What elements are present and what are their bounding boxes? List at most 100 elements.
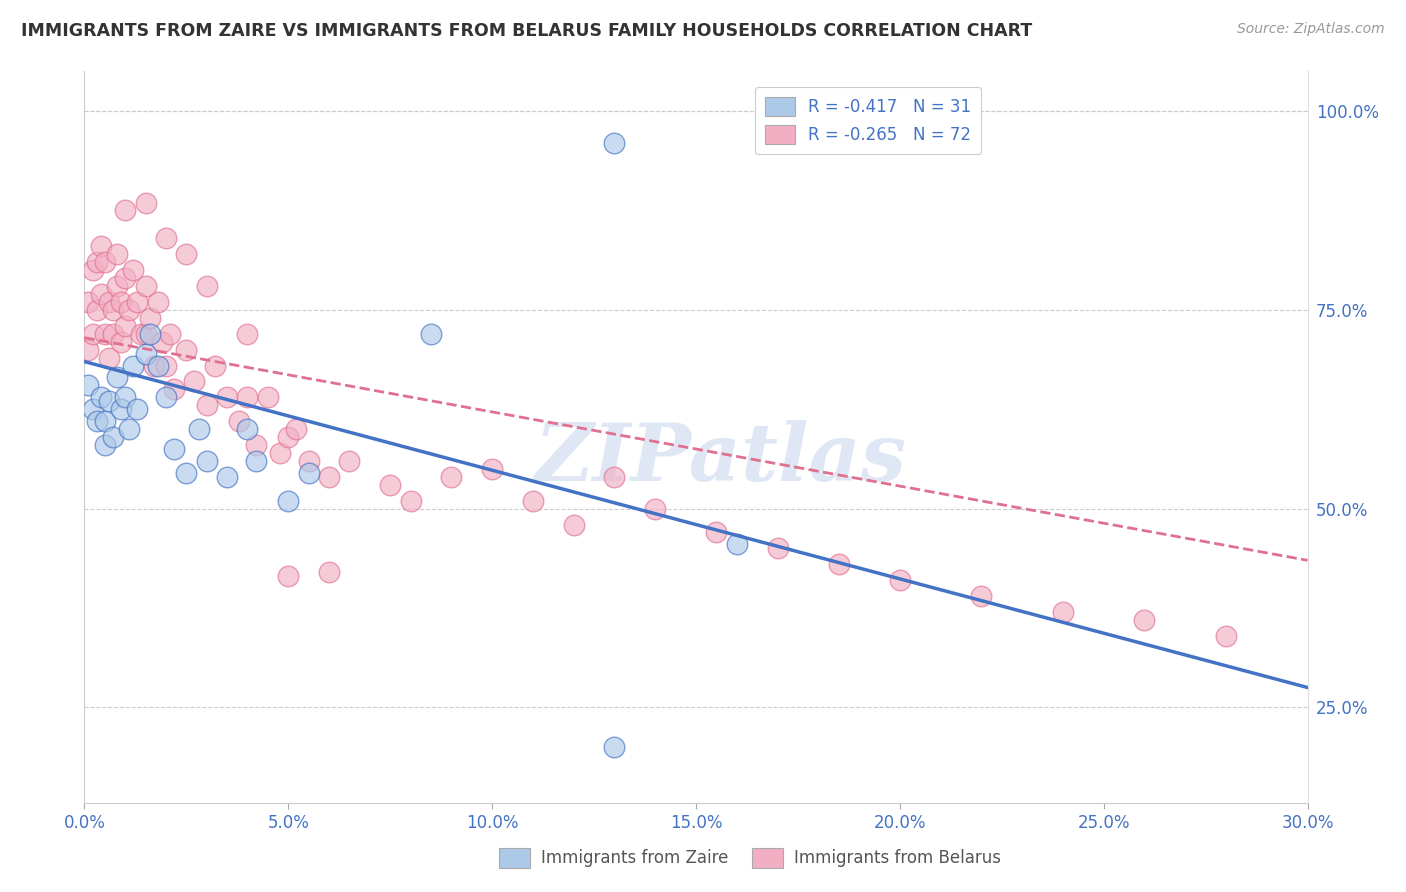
Point [217,470,239,484]
Point [93,326,115,341]
Point [187,422,209,436]
Point [93,414,115,428]
Point [159,326,181,341]
Point [77,294,100,309]
Point [245,454,267,468]
Point [86,414,108,428]
Point [277,493,299,508]
Point [195,398,218,412]
Point [163,383,186,397]
Point [105,279,128,293]
Point [97,294,120,309]
Point [105,370,128,384]
Point [77,378,100,392]
Point [82,263,104,277]
Point [122,359,145,373]
Point [122,263,145,277]
Point [318,470,340,484]
Point [522,493,544,508]
Point [562,517,585,532]
Point [970,589,993,603]
Point [150,334,173,349]
Point [155,359,177,373]
Point [269,446,291,460]
Point [90,390,112,404]
Point [97,394,120,409]
Point [236,390,259,404]
Point [114,390,136,404]
Point [277,569,299,583]
Point [146,294,169,309]
Point [285,422,308,436]
Point [380,477,402,491]
Point [135,195,157,210]
Point [97,351,120,365]
Point [118,422,141,436]
Point [766,541,789,556]
Point [135,326,157,341]
Point [236,326,259,341]
Point [138,310,160,325]
Point [339,454,361,468]
Point [93,438,115,452]
Point [174,466,197,480]
Point [236,422,259,436]
Point [127,402,149,417]
Point [277,430,299,444]
Point [135,279,157,293]
Point [644,501,666,516]
Point [603,470,626,484]
Point [1133,613,1156,627]
Point [706,525,728,540]
Point [228,414,250,428]
Point [101,326,124,341]
Point [110,402,132,417]
Point [420,326,443,341]
Point [155,231,177,245]
Point [174,343,197,357]
Point [105,247,128,261]
Point [86,255,108,269]
Point [399,493,422,508]
Point [114,271,136,285]
Point [481,462,503,476]
Point [603,136,626,150]
Point [93,255,115,269]
Point [114,318,136,333]
Point [82,326,104,341]
Point [138,326,160,341]
Point [298,466,321,480]
Point [82,402,104,417]
Point [440,470,463,484]
Text: Source: ZipAtlas.com: Source: ZipAtlas.com [1237,22,1385,37]
Point [195,454,218,468]
Text: Immigrants from Belarus: Immigrants from Belarus [794,849,1001,867]
Point [90,239,112,253]
Point [603,740,626,755]
Point [204,359,226,373]
Point [245,438,267,452]
Point [118,302,141,317]
Legend: R = -0.417   N = 31, R = -0.265   N = 72: R = -0.417 N = 31, R = -0.265 N = 72 [755,87,981,153]
Point [110,334,132,349]
Point [146,359,169,373]
Point [155,390,177,404]
Point [142,359,165,373]
Point [889,573,911,587]
Point [725,537,748,551]
Point [101,430,124,444]
Point [828,558,851,572]
Point [1052,605,1074,619]
Text: ZIPatlas: ZIPatlas [534,420,907,498]
Point [1215,629,1237,643]
Point [90,287,112,301]
Point [257,390,280,404]
Point [101,302,124,317]
Point [86,302,108,317]
Point [127,294,149,309]
Point [77,343,100,357]
Point [163,442,186,456]
Point [217,390,239,404]
Point [135,346,157,360]
Text: IMMIGRANTS FROM ZAIRE VS IMMIGRANTS FROM BELARUS FAMILY HOUSEHOLDS CORRELATION C: IMMIGRANTS FROM ZAIRE VS IMMIGRANTS FROM… [21,22,1032,40]
